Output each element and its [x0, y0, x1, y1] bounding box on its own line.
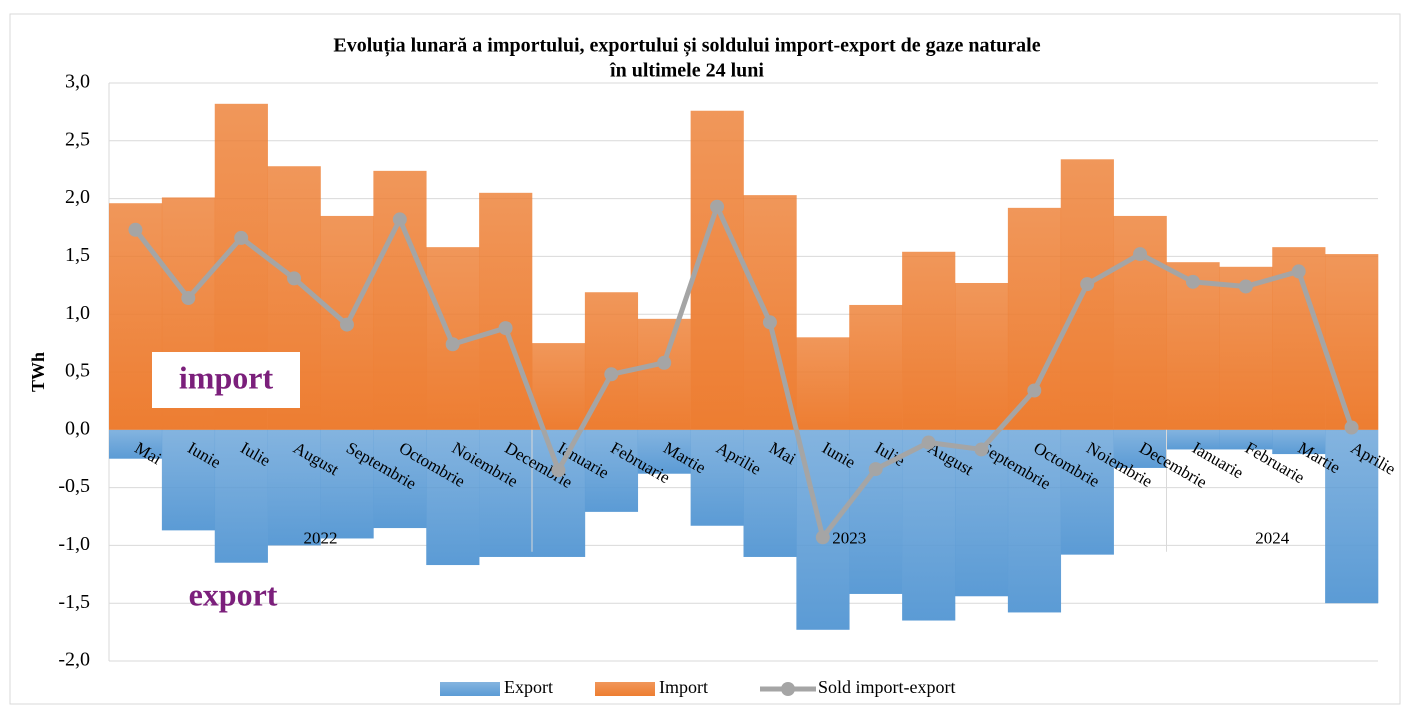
bar [1219, 429, 1273, 450]
line-marker [1027, 383, 1042, 398]
bar [584, 429, 639, 512]
bar [637, 429, 691, 474]
bar [1113, 429, 1167, 468]
line-marker [604, 367, 619, 382]
bar [109, 429, 163, 459]
chart-frame [9, 13, 1401, 705]
line-marker [1080, 277, 1095, 292]
line-marker [1344, 420, 1359, 435]
line-marker [339, 317, 354, 332]
bar [479, 192, 533, 430]
y-tick-label: 2,5 [65, 128, 90, 150]
annotation: export [189, 576, 278, 612]
bar [532, 429, 586, 557]
line-marker [1291, 264, 1306, 279]
legend-swatch [440, 682, 500, 696]
legend-label: Sold import-export [818, 677, 956, 697]
line-marker [287, 271, 302, 286]
bar [161, 429, 216, 531]
bar [426, 429, 480, 566]
bar [1060, 429, 1114, 555]
line-marker [974, 442, 989, 457]
line-marker [234, 230, 249, 245]
bar [532, 343, 586, 430]
year-label: 2023 [832, 529, 866, 548]
bar [637, 318, 691, 430]
bar [902, 251, 956, 430]
line-marker [1185, 274, 1200, 289]
chart-title: în ultimele 24 luni [609, 60, 764, 82]
y-tick-label: 3,0 [65, 71, 90, 93]
bar [690, 110, 744, 430]
bar [214, 429, 268, 563]
bar [690, 429, 744, 526]
line-marker [1238, 279, 1253, 294]
line-marker [445, 337, 460, 352]
line-marker [710, 199, 725, 214]
line-marker [181, 291, 196, 306]
line-marker [657, 355, 672, 370]
bar [796, 337, 850, 430]
legend-swatch [781, 682, 795, 696]
line-marker [762, 315, 777, 330]
bar [1325, 254, 1379, 430]
y-tick-label: 0,0 [65, 417, 90, 439]
bar [373, 170, 427, 430]
bar [373, 429, 427, 529]
line [133, 204, 1354, 540]
legend-swatch [595, 682, 655, 696]
line-marker [1133, 247, 1148, 262]
bar [902, 429, 956, 621]
annotation-box [152, 352, 300, 408]
bar [1219, 266, 1273, 430]
bar [955, 282, 1009, 430]
y-tick-label: -2,0 [58, 649, 90, 671]
line-marker [868, 462, 883, 477]
bar [267, 429, 321, 546]
bar [849, 429, 903, 594]
bar [1060, 159, 1114, 430]
line-marker [921, 435, 936, 450]
y-tick-label: 0,5 [65, 360, 90, 382]
year-label: 2022 [304, 529, 338, 548]
y-tick-label: 1,5 [65, 244, 90, 266]
bar [1325, 429, 1379, 604]
bar [849, 304, 903, 430]
chart-title: Evoluția lunară a importului, exportului… [333, 35, 1040, 58]
line-marker [392, 212, 407, 227]
bar [1166, 429, 1220, 450]
y-tick-label: 2,0 [65, 186, 90, 208]
y-tick-label: -1,5 [58, 591, 90, 613]
y-tick-label: -1,0 [58, 533, 90, 555]
bar [320, 429, 374, 539]
line-marker [815, 530, 830, 545]
line-marker [498, 321, 513, 336]
year-label: 2024 [1255, 529, 1290, 548]
bar [1166, 262, 1220, 430]
annotation: import [179, 359, 274, 395]
line-marker [551, 463, 566, 478]
bar [743, 429, 797, 557]
y-tick-label: -0,5 [58, 475, 90, 497]
bar [955, 429, 1009, 597]
legend-label: Import [659, 677, 708, 697]
line-marker [128, 222, 143, 237]
y-axis-label: TWh [28, 352, 48, 392]
bar [479, 429, 533, 557]
legend-label: Export [504, 677, 553, 697]
y-tick-label: 1,0 [65, 302, 90, 324]
bar [1007, 429, 1062, 613]
bar [1272, 429, 1326, 455]
